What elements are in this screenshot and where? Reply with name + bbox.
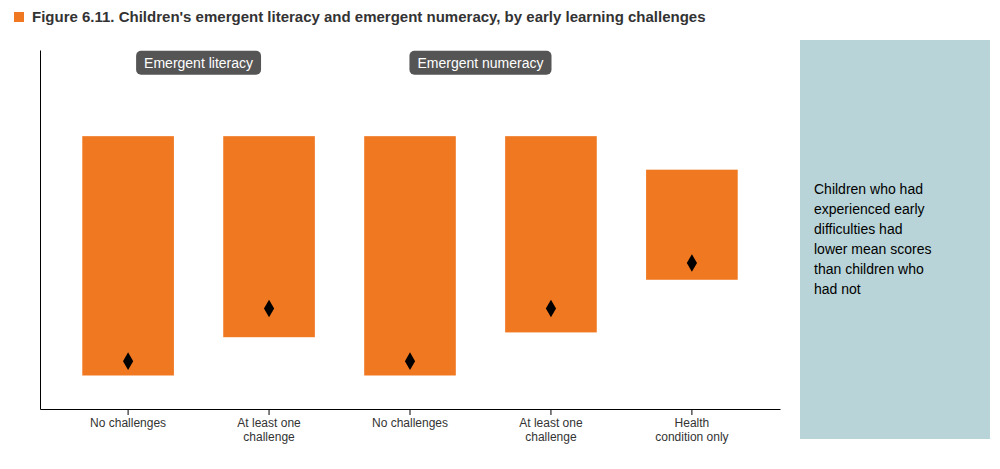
x-tick-label-line: At least one <box>519 416 583 430</box>
x-axis: No challengesAt least onechallengeNo cha… <box>41 409 781 444</box>
title: Figure 6.11. Children's emergent literac… <box>32 8 706 25</box>
x-tick: Healthcondition only <box>655 409 728 444</box>
plot: No challengesAt least onechallengeNo cha… <box>41 51 781 444</box>
diamond-marker <box>123 352 133 370</box>
range-bar <box>82 136 174 375</box>
marks <box>82 136 737 375</box>
title-icon <box>14 12 24 22</box>
x-tick-label: Healthcondition only <box>655 416 728 444</box>
chart: Figure 6.11. Children's emergent literac… <box>0 0 1000 469</box>
section-label: Emergent numeracy <box>409 51 551 75</box>
x-tick-label-line: condition only <box>655 430 728 444</box>
annotation-line: difficulties had <box>814 220 902 236</box>
x-tick-label-line: Health <box>675 416 710 430</box>
annotation-line: lower mean scores <box>814 240 932 256</box>
annotation-text: Children who had experienced early difficu… <box>814 180 932 296</box>
x-tick-mark <box>269 409 270 415</box>
x-tick-mark <box>550 409 551 415</box>
range-bar <box>364 136 456 375</box>
x-tick-label-line: No challenges <box>372 416 448 430</box>
x-tick-label-line: challenge <box>243 430 295 444</box>
section-label: Emergent literacy <box>136 51 261 75</box>
section-label-text: Emergent numeracy <box>417 55 543 71</box>
x-tick: At least onechallenge <box>519 409 583 444</box>
diamond-marker <box>264 300 274 318</box>
x-tick-label-line: No challenges <box>90 416 166 430</box>
x-tick: No challenges <box>372 409 448 430</box>
x-tick-label-line: challenge <box>525 430 577 444</box>
annotation: Children who had experienced early difficu… <box>800 40 990 439</box>
x-tick-label: No challenges <box>90 416 166 430</box>
annotation-line: had not <box>814 280 861 296</box>
x-tick-mark <box>410 409 411 415</box>
annotation-line: than children who <box>814 260 924 276</box>
x-tick-label-line: At least one <box>237 416 301 430</box>
range-bar <box>223 136 315 337</box>
section-label-text: Emergent literacy <box>144 55 253 71</box>
annotation-line: experienced early <box>814 200 925 216</box>
x-tick-label: At least onechallenge <box>519 416 583 444</box>
section-label-box <box>136 51 261 75</box>
diamond-marker <box>687 254 697 272</box>
annotation-box <box>800 40 990 439</box>
section-label-box <box>409 51 551 75</box>
y-axis <box>40 51 41 410</box>
diamond-marker <box>405 352 415 370</box>
x-tick: No challenges <box>90 409 166 430</box>
annotation-line: Children who had <box>814 180 923 196</box>
y-axis-line <box>40 51 41 410</box>
diamond-marker <box>546 300 556 318</box>
x-tick-label: No challenges <box>372 416 448 430</box>
x-tick: At least onechallenge <box>237 409 301 444</box>
range-bar <box>646 170 738 280</box>
section-labels: Emergent literacy Emergent numeracy <box>136 51 551 75</box>
range-bar <box>505 136 597 332</box>
x-tick-mark <box>691 409 692 415</box>
x-tick-mark <box>128 409 129 415</box>
x-tick-label: At least onechallenge <box>237 416 301 444</box>
